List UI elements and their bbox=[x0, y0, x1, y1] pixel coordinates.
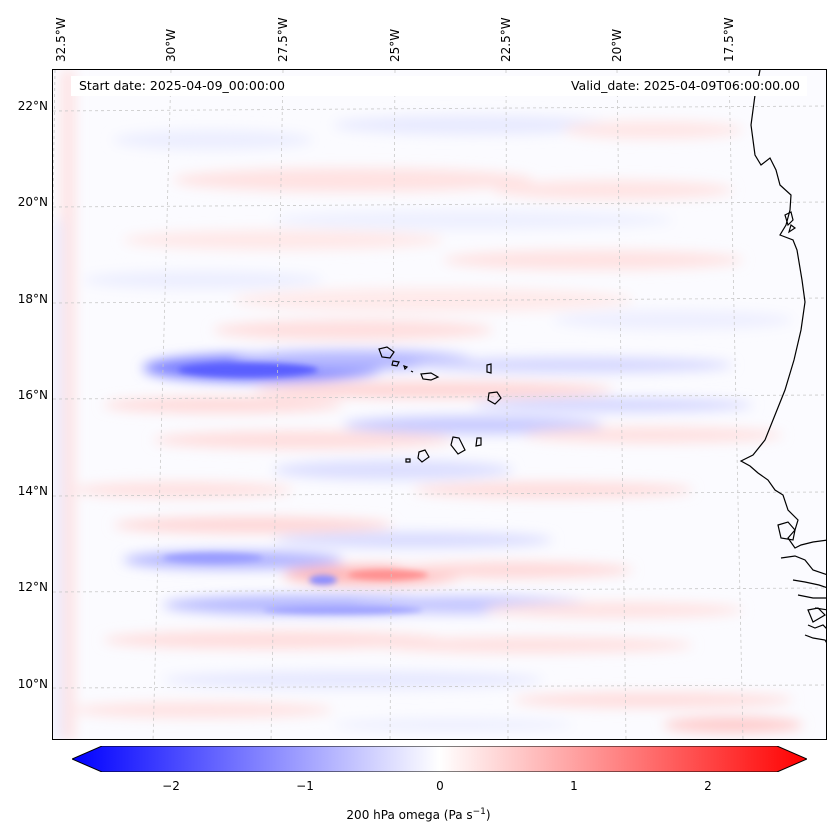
lon-label-27-5w: 27.5°W bbox=[276, 17, 290, 62]
map-area bbox=[52, 69, 827, 740]
cape-verde-islands bbox=[378, 346, 502, 463]
colorbar-label-exponent: −1 bbox=[472, 807, 486, 817]
lat-label-16n: 16°N bbox=[17, 388, 48, 402]
colorbar-tick-minus-1: −1 bbox=[296, 779, 314, 793]
lat-label-14n: 14°N bbox=[17, 484, 48, 498]
lon-label-30w: 30°W bbox=[164, 28, 178, 62]
colorbar-label-text: 200 hPa omega (Pa s bbox=[346, 808, 473, 822]
lat-label-10n: 10°N bbox=[17, 677, 48, 691]
lat-label-18n: 18°N bbox=[17, 292, 48, 306]
graticule bbox=[53, 70, 826, 739]
african-coastline bbox=[739, 70, 826, 643]
lon-label-17-5w: 17.5°W bbox=[722, 17, 736, 62]
lon-label-22-5w: 22.5°W bbox=[499, 17, 513, 62]
lat-label-22n: 22°N bbox=[17, 99, 48, 113]
field-broad-bands bbox=[53, 70, 803, 739]
colorbar-label: 200 hPa omega (Pa s−1) bbox=[0, 807, 837, 822]
colorbar-tick-0: 0 bbox=[436, 779, 444, 793]
omega-field bbox=[53, 70, 826, 739]
colorbar-label-close: ) bbox=[485, 808, 491, 822]
colorbar-tick-1: 1 bbox=[570, 779, 578, 793]
lon-label-32-5w: 32.5°W bbox=[54, 17, 68, 62]
lon-label-25w: 25°W bbox=[388, 28, 402, 62]
colorbar bbox=[72, 746, 807, 772]
lon-label-20w: 20°W bbox=[610, 28, 624, 62]
start-date-text: Start date: 2025-04-09_00:00:00 bbox=[79, 78, 285, 93]
field-strong-cores bbox=[163, 363, 428, 614]
lat-label-20n: 20°N bbox=[17, 195, 48, 209]
colorbar-tick-minus-2: −2 bbox=[162, 779, 180, 793]
colorbar-bar bbox=[72, 746, 807, 772]
lat-label-12n: 12°N bbox=[17, 580, 48, 594]
colorbar-tick-2: 2 bbox=[704, 779, 712, 793]
valid-date-text: Valid_date: 2025-04-09T06:00:00.00 bbox=[570, 78, 800, 93]
date-header-strip bbox=[71, 76, 807, 96]
